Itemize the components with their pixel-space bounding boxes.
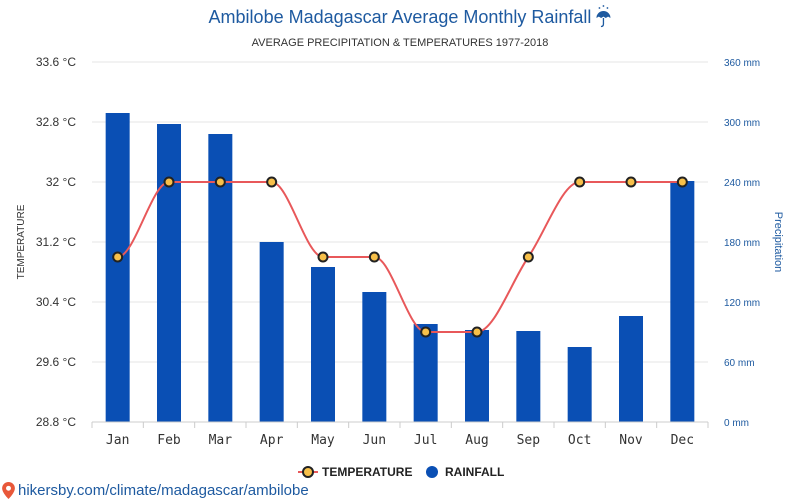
y-tick-left: 32.8 °C (36, 115, 76, 129)
x-tick-label: Jan (106, 433, 129, 448)
chart-title-text: Ambilobe Madagascar Average Monthly Rain… (209, 7, 592, 27)
legend: TEMPERATURE RAINFALL (298, 465, 504, 479)
y-axis-left-ticks: 28.8 °C 29.6 °C 30.4 °C 31.2 °C 32 °C 32.8 °C… (36, 55, 76, 429)
legend-item-temperature[interactable]: TEMPERATURE (298, 465, 412, 479)
source-link[interactable]: hikersby.com/climate/madagascar/ambilobe (18, 481, 309, 499)
y-tick-left: 31.2 °C (36, 235, 76, 249)
temperature-point[interactable] (266, 176, 278, 188)
x-tick-label: Feb (157, 433, 181, 448)
y-axis-left-title: TEMPERATURE (16, 204, 27, 279)
rainfall-bar[interactable] (465, 330, 489, 422)
rainfall-bar[interactable] (362, 292, 387, 422)
rainfall-bar[interactable] (516, 331, 541, 422)
x-tick-label: Nov (619, 433, 643, 448)
x-tick-label: Sep (517, 433, 541, 448)
x-tick-label: Jun (363, 433, 386, 448)
rainfall-bar[interactable] (311, 267, 335, 422)
x-tick-label: Aug (465, 433, 488, 448)
x-tick-label: Jul (414, 433, 437, 448)
temperature-point[interactable] (420, 326, 432, 338)
y-tick-left: 28.8 °C (36, 415, 76, 429)
legend-item-rainfall[interactable]: RAINFALL (426, 465, 504, 479)
y-tick-right: 360 mm (724, 58, 760, 69)
rainfall-bar[interactable] (619, 316, 643, 422)
location-pin-icon (2, 481, 15, 499)
source-footer: hikersby.com/climate/madagascar/ambilobe (2, 480, 309, 500)
temperature-points (112, 176, 688, 338)
rainfall-bar[interactable] (413, 324, 438, 422)
temperature-point[interactable] (112, 251, 124, 263)
x-axis-ticks: Jan Feb Mar Apr May Jun Jul Aug Sep Oct Nov Dec (91, 421, 709, 448)
temperature-point[interactable] (368, 251, 380, 263)
legend-rainfall-label: RAINFALL (445, 465, 504, 479)
y-tick-right: 180 mm (724, 238, 760, 249)
chart-title: Ambilobe Madagascar Average Monthly Rain… (209, 7, 592, 27)
y-tick-left: 30.4 °C (36, 295, 76, 309)
rainfall-bar[interactable] (105, 113, 130, 422)
temperature-point[interactable] (471, 326, 483, 338)
rainfall-bar[interactable] (259, 242, 284, 422)
x-tick-label: Oct (568, 433, 591, 448)
x-tick-label: Apr (260, 433, 284, 448)
y-tick-left: 33.6 °C (36, 55, 76, 69)
umbrella-rain-icon (596, 5, 611, 28)
temperature-point[interactable] (522, 251, 534, 263)
temperature-point[interactable] (317, 251, 329, 263)
rainfall-bar[interactable] (670, 181, 695, 422)
y-tick-right: 300 mm (724, 118, 760, 129)
y-tick-right: 120 mm (724, 298, 760, 309)
y-tick-right: 60 mm (724, 358, 755, 369)
y-axis-right-title: Precipitation (772, 212, 784, 273)
y-tick-right: 240 mm (724, 178, 760, 189)
rainfall-bars (105, 113, 695, 422)
temperature-point[interactable] (625, 176, 637, 188)
temperature-point[interactable] (676, 176, 688, 188)
chart-subtitle: AVERAGE PRECIPITATION & TEMPERATURES 197… (252, 37, 549, 49)
y-tick-left: 29.6 °C (36, 355, 76, 369)
rainfall-bar[interactable] (157, 124, 181, 422)
temperature-point[interactable] (574, 176, 586, 188)
x-tick-label: May (311, 433, 335, 448)
grid (92, 61, 708, 423)
temperature-line-path (117, 181, 683, 333)
y-tick-left: 32 °C (46, 175, 76, 189)
rainfall-bar[interactable] (567, 347, 592, 422)
legend-temperature-label: TEMPERATURE (322, 465, 412, 479)
temperature-line (117, 181, 683, 333)
x-tick-label: Mar (209, 433, 233, 448)
x-tick-label: Dec (671, 433, 694, 448)
temperature-point[interactable] (214, 176, 226, 188)
y-axis-right-ticks: 0 mm 60 mm 120 mm 180 mm 240 mm 300 mm 360 mm (724, 58, 760, 429)
legend-rainfall-swatch (426, 466, 438, 478)
temperature-point[interactable] (163, 176, 175, 188)
y-tick-right: 0 mm (724, 418, 749, 429)
legend-temperature-swatch-marker (302, 466, 314, 478)
